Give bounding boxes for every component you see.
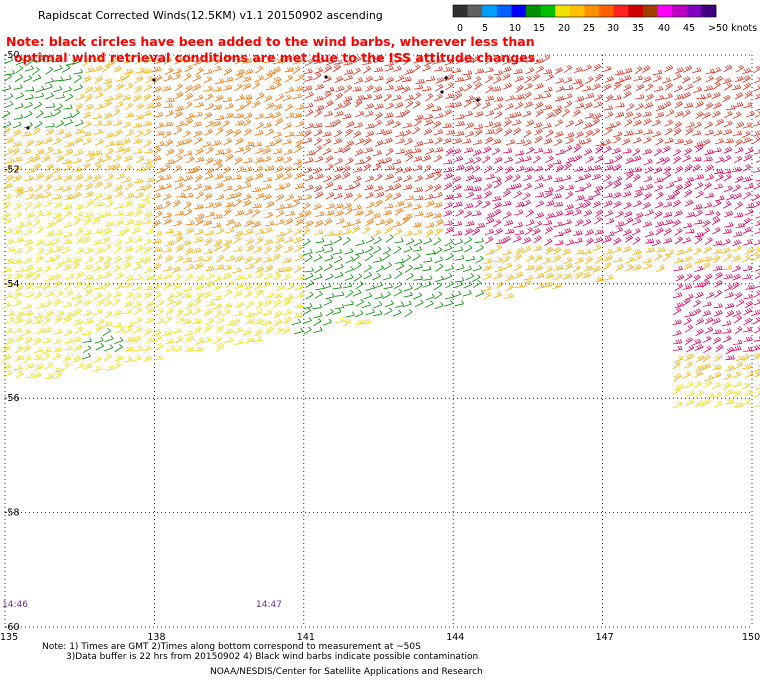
wind-barb-group: [303, 54, 760, 201]
quality-circles: [26, 75, 480, 130]
legend-swatch: [540, 5, 556, 17]
quality-circle: [152, 78, 156, 82]
wind-barbs: [1, 54, 760, 409]
latitude-label: -56: [4, 393, 20, 404]
legend-tick-label: 35: [632, 23, 644, 34]
legend-swatch: [672, 5, 688, 17]
longitude-label: 135: [0, 632, 18, 643]
note-line-1: Note: black circles have been added to t…: [6, 34, 535, 49]
latitude-labels: -50 -52 -54 -56 -58 -60: [4, 50, 20, 633]
longitude-labels: 135 138 141 144 147 150: [0, 632, 760, 643]
legend-tick-label: 10: [509, 23, 521, 34]
legend-swatch: [628, 5, 644, 17]
wind-barb-group: [2, 55, 760, 382]
quality-circle: [444, 76, 448, 80]
legend-swatch: [584, 5, 600, 17]
legend-swatch: [642, 5, 658, 17]
quality-circle: [476, 98, 480, 102]
legend-tick-label: 0: [457, 23, 463, 34]
legend-swatch: [496, 5, 512, 17]
longitude-label: 150: [742, 632, 760, 643]
note-line-2: optimal wind retrieval conditions are me…: [14, 50, 540, 65]
legend-labels: 0 5 10 15 20 25 30 35 40 45 >50 knots: [457, 23, 757, 34]
legend-tick-label: >50 knots: [708, 23, 757, 34]
latitude-label: -60: [4, 622, 20, 633]
legend-tick-label: 45: [683, 23, 695, 34]
longitude-label: 144: [446, 632, 464, 643]
wind-barb-group: [1, 55, 485, 360]
legend-tick-label: 40: [658, 23, 670, 34]
legend-swatch: [569, 5, 585, 17]
legend-tick-label: 15: [533, 23, 545, 34]
legend-swatch: [657, 5, 673, 17]
legend-swatch: [613, 5, 629, 17]
legend-tick-label: 30: [607, 23, 619, 34]
latitude-label: -50: [4, 50, 20, 61]
longitude-label: 147: [596, 632, 614, 643]
legend-swatch: [511, 5, 527, 17]
map-title: Rapidscat Corrected Winds(12.5KM) v1.1 2…: [38, 9, 383, 22]
wind-barb-group: [443, 144, 760, 361]
footer-credit: NOAA/NESDIS/Center for Satellite Applica…: [210, 667, 483, 677]
latitude-label: -52: [4, 164, 20, 175]
legend-swatch: [482, 5, 498, 17]
quality-circle: [440, 90, 444, 94]
footer-note-2: 3)Data buffer is 22 hrs from 20150902 4)…: [66, 652, 479, 662]
legend-swatch: [526, 5, 541, 17]
longitude-label: 141: [297, 632, 315, 643]
time-label-1446: 14:46: [2, 600, 28, 610]
time-label-1447: 14:47: [256, 600, 282, 610]
footer-note-1: Note: 1) Times are GMT 2)Times along bot…: [42, 642, 421, 652]
wind-barb-group: [151, 54, 444, 229]
legend-swatch: [686, 5, 702, 17]
legend-swatch: [599, 5, 615, 17]
legend-swatch: [555, 5, 571, 17]
latitude-label: -54: [4, 279, 20, 290]
wind-barb-group: [1, 192, 760, 409]
legend-swatch: [701, 5, 717, 17]
latitude-label: -58: [4, 508, 20, 519]
quality-circle: [324, 75, 328, 79]
legend-swatch: [453, 5, 468, 17]
quality-circle: [26, 126, 30, 130]
longitude-label: 138: [147, 632, 165, 643]
legend-tick-label: 5: [482, 23, 488, 34]
legend-tick-label: 20: [558, 23, 570, 34]
legend-tick-label: 25: [583, 23, 595, 34]
legend-swatch: [467, 5, 483, 17]
speed-legend: [452, 4, 717, 18]
